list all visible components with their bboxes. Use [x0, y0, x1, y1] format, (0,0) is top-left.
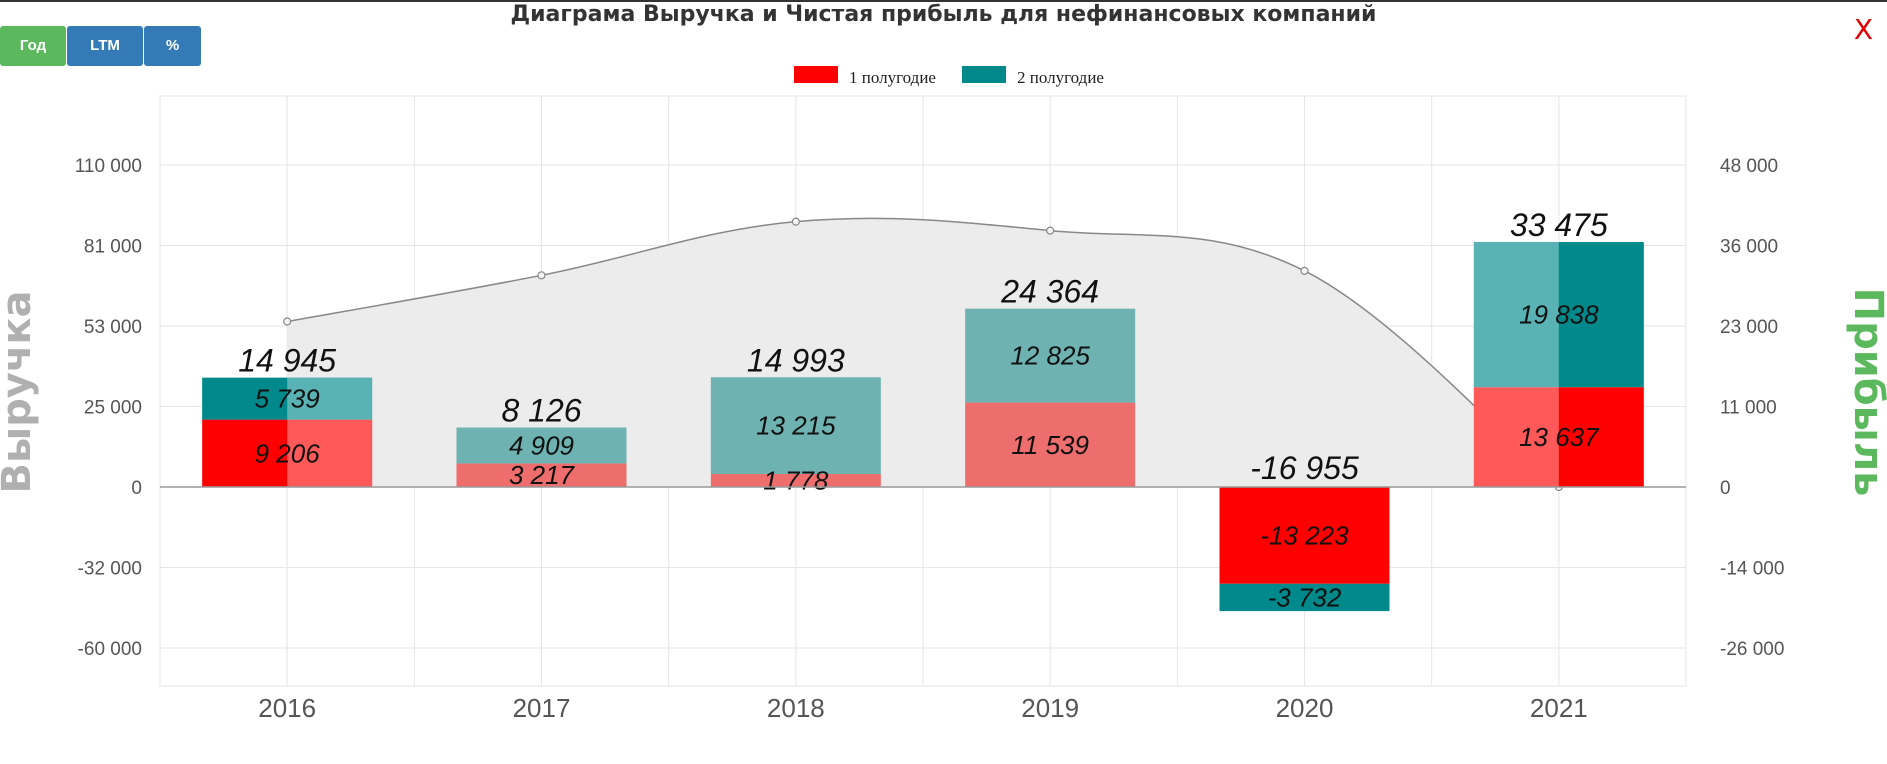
- bar-label-h2: 5 739: [255, 384, 320, 414]
- bar-label-h2: 19 838: [1519, 300, 1599, 330]
- bar-label-h1: 9 206: [255, 438, 321, 468]
- x-tick: 2018: [767, 693, 825, 723]
- y-left-tick: 81 000: [84, 237, 142, 258]
- y-left-tick: -32 000: [78, 559, 142, 580]
- x-tick: 2020: [1276, 693, 1334, 723]
- y-right-tick: 48 000: [1720, 156, 1778, 177]
- bar-total-label: 33 475: [1510, 207, 1608, 243]
- bar-h2-2018: [710, 377, 881, 474]
- y-left-tick: 0: [131, 478, 142, 499]
- bar-h1-2018: [710, 473, 881, 487]
- bar-label-h1: 13 637: [1519, 422, 1600, 452]
- x-tick: 2019: [1021, 693, 1079, 723]
- bar-h2-2020: [1219, 583, 1390, 612]
- y-left-tick: 25 000: [84, 398, 142, 419]
- bar-h1-2016: [202, 419, 373, 487]
- x-tick: 2017: [513, 693, 571, 723]
- bar-label-h1: 1 778: [763, 465, 829, 495]
- revenue-point: [1046, 226, 1055, 235]
- bar-h2-2021: [1473, 242, 1644, 388]
- y-left-tick: 110 000: [75, 156, 142, 177]
- y-right-tick: -14 000: [1720, 559, 1784, 580]
- bar-h2-2016: [202, 377, 373, 420]
- bar-h2-2019: [965, 308, 1136, 403]
- bar-label-h2: 12 825: [1010, 341, 1090, 371]
- bar-total-label: -16 955: [1250, 450, 1359, 486]
- bar-h1-2020: [1219, 487, 1390, 584]
- bar-total-label: 8 126: [501, 393, 581, 429]
- legend-label-h1: 1 полугодие: [849, 68, 936, 87]
- revenue-area: [287, 218, 1559, 488]
- bar-label-h1: 11 539: [1011, 430, 1089, 460]
- bar-total-label: 24 364: [1000, 274, 1099, 310]
- bar-label-h1: 3 217: [509, 460, 576, 490]
- close-icon[interactable]: X: [1853, 13, 1873, 46]
- legend-swatch-h2: [962, 66, 1006, 83]
- chart-title: Диаграма Выручка и Чистая прибыль для не…: [510, 2, 1377, 27]
- y-left-tick: -60 000: [78, 639, 142, 660]
- bar-highlight: [287, 377, 373, 487]
- percent-button[interactable]: %: [144, 26, 201, 66]
- y-right-tick: 0: [1720, 478, 1731, 499]
- y-right-tick: 36 000: [1720, 237, 1778, 258]
- y-left-axis-title: Выручка: [0, 291, 40, 494]
- bar-highlight: [1473, 242, 1559, 487]
- x-tick: 2021: [1530, 693, 1588, 723]
- legend-swatch-h1: [794, 66, 838, 83]
- revenue-line: [287, 217, 1560, 488]
- y-right-tick: 23 000: [1720, 317, 1778, 338]
- y-right-tick: 11 000: [1720, 398, 1777, 419]
- bar-label-h2: -3 732: [1268, 582, 1342, 612]
- bar-h1-2019: [965, 402, 1136, 487]
- revenue-point: [1300, 266, 1309, 275]
- y-left-tick: 53 000: [84, 317, 142, 338]
- x-tick: 2016: [258, 693, 316, 723]
- bar-total-label: 14 993: [747, 342, 845, 378]
- bar-h1-2021: [1473, 387, 1644, 487]
- bar-total-label: 14 945: [238, 343, 336, 379]
- y-right-tick: -26 000: [1720, 639, 1784, 660]
- bar-h2-2017: [456, 427, 627, 464]
- y-right-axis-title: Прибыль: [1845, 288, 1887, 497]
- bar-label-h2: 13 215: [756, 411, 836, 441]
- bar-label-h1: -13 223: [1260, 520, 1349, 550]
- ltm-button[interactable]: LTM: [67, 26, 143, 66]
- legend-label-h2: 2 полугодие: [1017, 68, 1104, 87]
- year-button[interactable]: Год: [0, 26, 66, 66]
- top-border: [0, 0, 1887, 2]
- bar-label-h2: 4 909: [509, 430, 574, 460]
- revenue-point: [791, 217, 800, 226]
- revenue-point: [537, 271, 546, 280]
- revenue-point: [283, 317, 292, 326]
- bar-h1-2017: [456, 463, 627, 487]
